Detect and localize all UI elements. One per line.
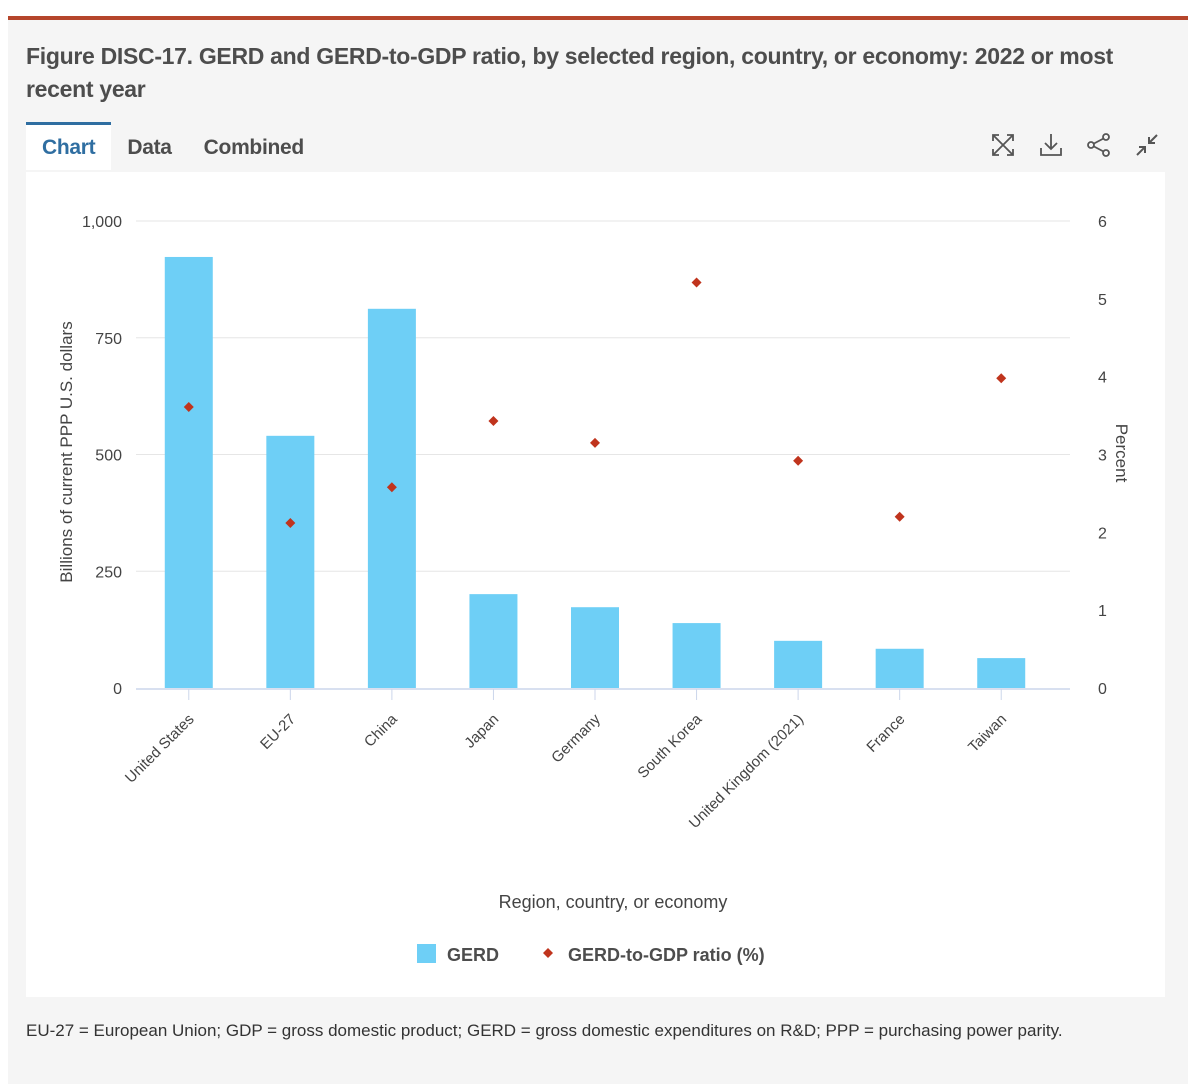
data-point <box>285 517 296 528</box>
category-label: France <box>863 711 908 756</box>
y2-tick-label: 2 <box>1098 525 1107 542</box>
bar <box>571 607 619 688</box>
legend-label-gerd[interactable]: GERD <box>447 945 499 965</box>
y-tick-label: 0 <box>113 681 122 698</box>
footnote: EU-27 = European Union; GDP = gross dome… <box>26 1021 1063 1040</box>
bar <box>469 594 518 688</box>
data-point <box>183 402 194 413</box>
category-label: EU-27 <box>257 711 299 753</box>
bar <box>164 256 213 688</box>
download-button[interactable] <box>1038 132 1064 158</box>
data-point <box>488 416 499 427</box>
left-axis-ticks: 0 250 500 750 1,000 <box>82 214 122 698</box>
share-button[interactable] <box>1086 132 1112 158</box>
category-label: Taiwan <box>965 711 1010 756</box>
tab-combined[interactable]: Combined <box>203 136 305 159</box>
y-tick-label: 1,000 <box>82 214 122 231</box>
bar <box>672 623 721 688</box>
legend-label-ratio[interactable]: GERD-to-GDP ratio (%) <box>568 945 765 965</box>
data-point <box>894 511 905 522</box>
y2-tick-label: 3 <box>1098 448 1107 465</box>
legend: GERD GERD-to-GDP ratio (%) <box>417 944 765 965</box>
bar <box>774 640 823 688</box>
chart-toolbar <box>990 132 1160 158</box>
legend-swatch-ratio <box>543 948 553 958</box>
legend-swatch-gerd <box>417 944 436 963</box>
download-icon <box>1040 134 1062 156</box>
combo-chart: 0 250 500 750 1,000 0 1 2 3 4 5 6 United States EU-… <box>57 214 1131 965</box>
bar <box>977 658 1026 688</box>
data-point <box>386 482 397 493</box>
y-tick-label: 250 <box>95 564 122 581</box>
y2-tick-label: 6 <box>1098 214 1107 231</box>
y-tick-label: 500 <box>95 448 122 465</box>
y-axis-title: Billions of current PPP U.S. dollars <box>57 321 76 582</box>
y2-tick-label: 1 <box>1098 603 1107 620</box>
expand-icon <box>992 134 1014 156</box>
expand-button[interactable] <box>990 132 1016 158</box>
tab-chart[interactable]: Chart <box>26 122 112 170</box>
collapse-icon <box>1136 134 1158 156</box>
figure-title: Figure DISC-17. GERD and GERD-to-GDP rat… <box>26 43 1114 102</box>
y2-tick-label: 4 <box>1098 370 1107 387</box>
category-label: United States <box>122 711 198 787</box>
x-axis <box>136 688 1070 700</box>
bar-series <box>164 256 1026 688</box>
category-label: China <box>361 710 401 750</box>
x-axis-title: Region, country, or economy <box>499 892 728 912</box>
tab-data[interactable]: Data <box>127 136 172 159</box>
y2-tick-label: 0 <box>1098 681 1107 698</box>
bar <box>367 308 416 688</box>
data-point <box>996 373 1007 384</box>
y-tick-label: 750 <box>95 331 122 348</box>
y2-tick-label: 5 <box>1098 292 1107 309</box>
bar <box>266 435 315 688</box>
scatter-series <box>183 277 1007 528</box>
collapse-button[interactable] <box>1134 132 1160 158</box>
bar <box>875 648 924 688</box>
view-tabs: Chart Data Combined <box>26 122 320 172</box>
share-icon <box>1087 133 1110 157</box>
category-labels: United States EU-27 China Japan Germany South… <box>122 710 1010 832</box>
category-label: Japan <box>461 711 502 752</box>
data-point <box>691 277 702 288</box>
figure-panel: Figure DISC-17. GERD and GERD-to-GDP rat… <box>8 16 1188 1084</box>
category-label: South Korea <box>634 710 705 781</box>
right-axis-ticks: 0 1 2 3 4 5 6 <box>1098 214 1107 698</box>
category-label: United Kingdom (2021) <box>686 711 807 832</box>
y2-axis-title: Percent <box>1112 424 1131 483</box>
category-label: Germany <box>548 710 604 766</box>
data-point <box>590 437 600 448</box>
data-point <box>793 455 804 466</box>
chart-area: 0 250 500 750 1,000 0 1 2 3 4 5 6 United States EU-… <box>26 172 1165 997</box>
